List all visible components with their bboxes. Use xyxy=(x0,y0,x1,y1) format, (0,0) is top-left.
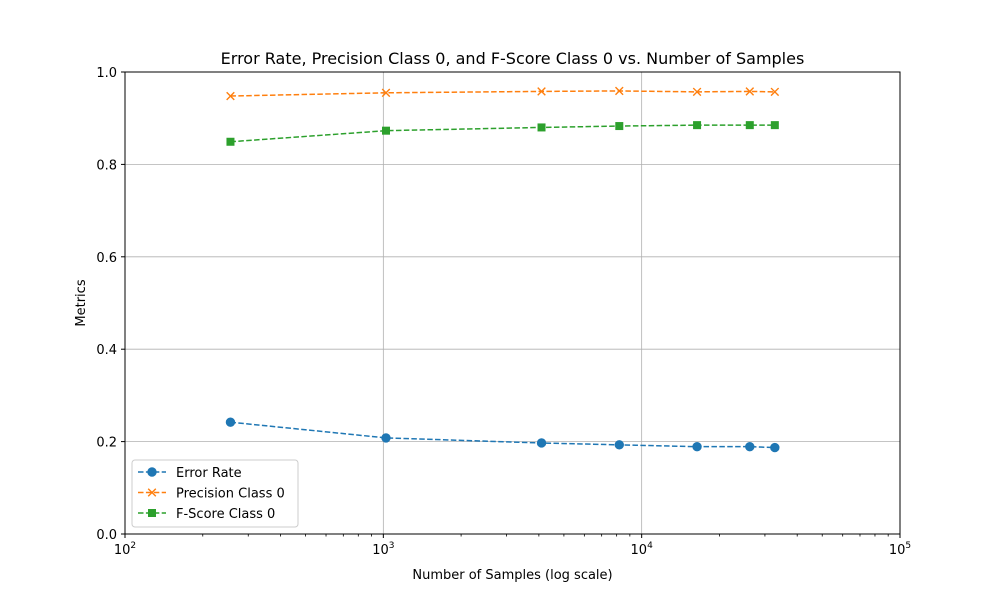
data-point xyxy=(770,87,780,97)
x-tick-label: 103 xyxy=(372,541,394,558)
legend-label: Error Rate xyxy=(176,466,242,481)
data-point xyxy=(614,86,624,96)
data-point xyxy=(745,441,755,452)
data-point xyxy=(537,87,546,96)
y-tick-label: 1.0 xyxy=(96,66,117,81)
data-point xyxy=(381,88,391,98)
legend-marker xyxy=(147,488,157,497)
legend-label: F-Score Class 0 xyxy=(176,507,275,522)
data-point xyxy=(615,122,624,131)
data-point xyxy=(693,121,702,130)
data-point xyxy=(381,433,391,443)
data-point xyxy=(770,442,780,453)
x-tick-exponent: 5 xyxy=(905,541,911,551)
series-group xyxy=(226,121,779,146)
data-point xyxy=(225,417,236,427)
legend-item: F-Score Class 0 xyxy=(138,507,275,522)
data-point xyxy=(226,137,235,146)
x-axis-label: Number of Samples (log scale) xyxy=(412,568,612,583)
data-point xyxy=(692,441,702,452)
y-axis-label: Metrics xyxy=(74,279,89,326)
legend-marker xyxy=(147,467,157,477)
legend-item: Error Rate xyxy=(138,466,242,481)
y-tick-label: 0.4 xyxy=(96,343,117,358)
legend-label: Precision Class 0 xyxy=(176,487,285,502)
data-point xyxy=(745,121,754,130)
legend: Error Rate Precision Class 0 F-Score Class… xyxy=(131,459,299,528)
series-group xyxy=(225,417,780,453)
legend-box xyxy=(131,459,299,528)
data-point xyxy=(745,87,755,96)
x-tick-label: 102 xyxy=(114,541,136,558)
series-lines xyxy=(225,86,780,453)
y-tick-label: 0.6 xyxy=(96,251,117,266)
legend-marker xyxy=(148,509,156,517)
data-point xyxy=(537,123,546,132)
x-tick-exponent: 2 xyxy=(130,541,136,551)
y-tick-label: 0.0 xyxy=(96,528,117,543)
x-tick-label: 105 xyxy=(889,541,911,558)
legend-item: Precision Class 0 xyxy=(138,487,285,502)
series-line xyxy=(230,421,775,449)
x-tick-base: 10 xyxy=(889,543,906,558)
series-group xyxy=(226,86,780,101)
x-tick-exponent: 4 xyxy=(647,541,653,551)
x-tick-label: 104 xyxy=(631,541,654,558)
plot-area-frame xyxy=(124,71,901,535)
data-point xyxy=(226,91,235,101)
data-point xyxy=(770,121,779,130)
chart-title: Error Rate, Precision Class 0, and F-Sco… xyxy=(221,49,805,68)
x-tick-exponent: 3 xyxy=(389,541,395,551)
data-point xyxy=(536,438,547,448)
y-tick-label: 0.8 xyxy=(96,158,117,173)
y-tick-label: 0.2 xyxy=(96,436,117,451)
data-point xyxy=(381,126,390,135)
data-point xyxy=(692,87,702,97)
x-tick-base: 10 xyxy=(114,543,131,558)
x-tick-base: 10 xyxy=(372,543,389,558)
data-point xyxy=(614,440,624,450)
x-tick-base: 10 xyxy=(631,543,648,558)
